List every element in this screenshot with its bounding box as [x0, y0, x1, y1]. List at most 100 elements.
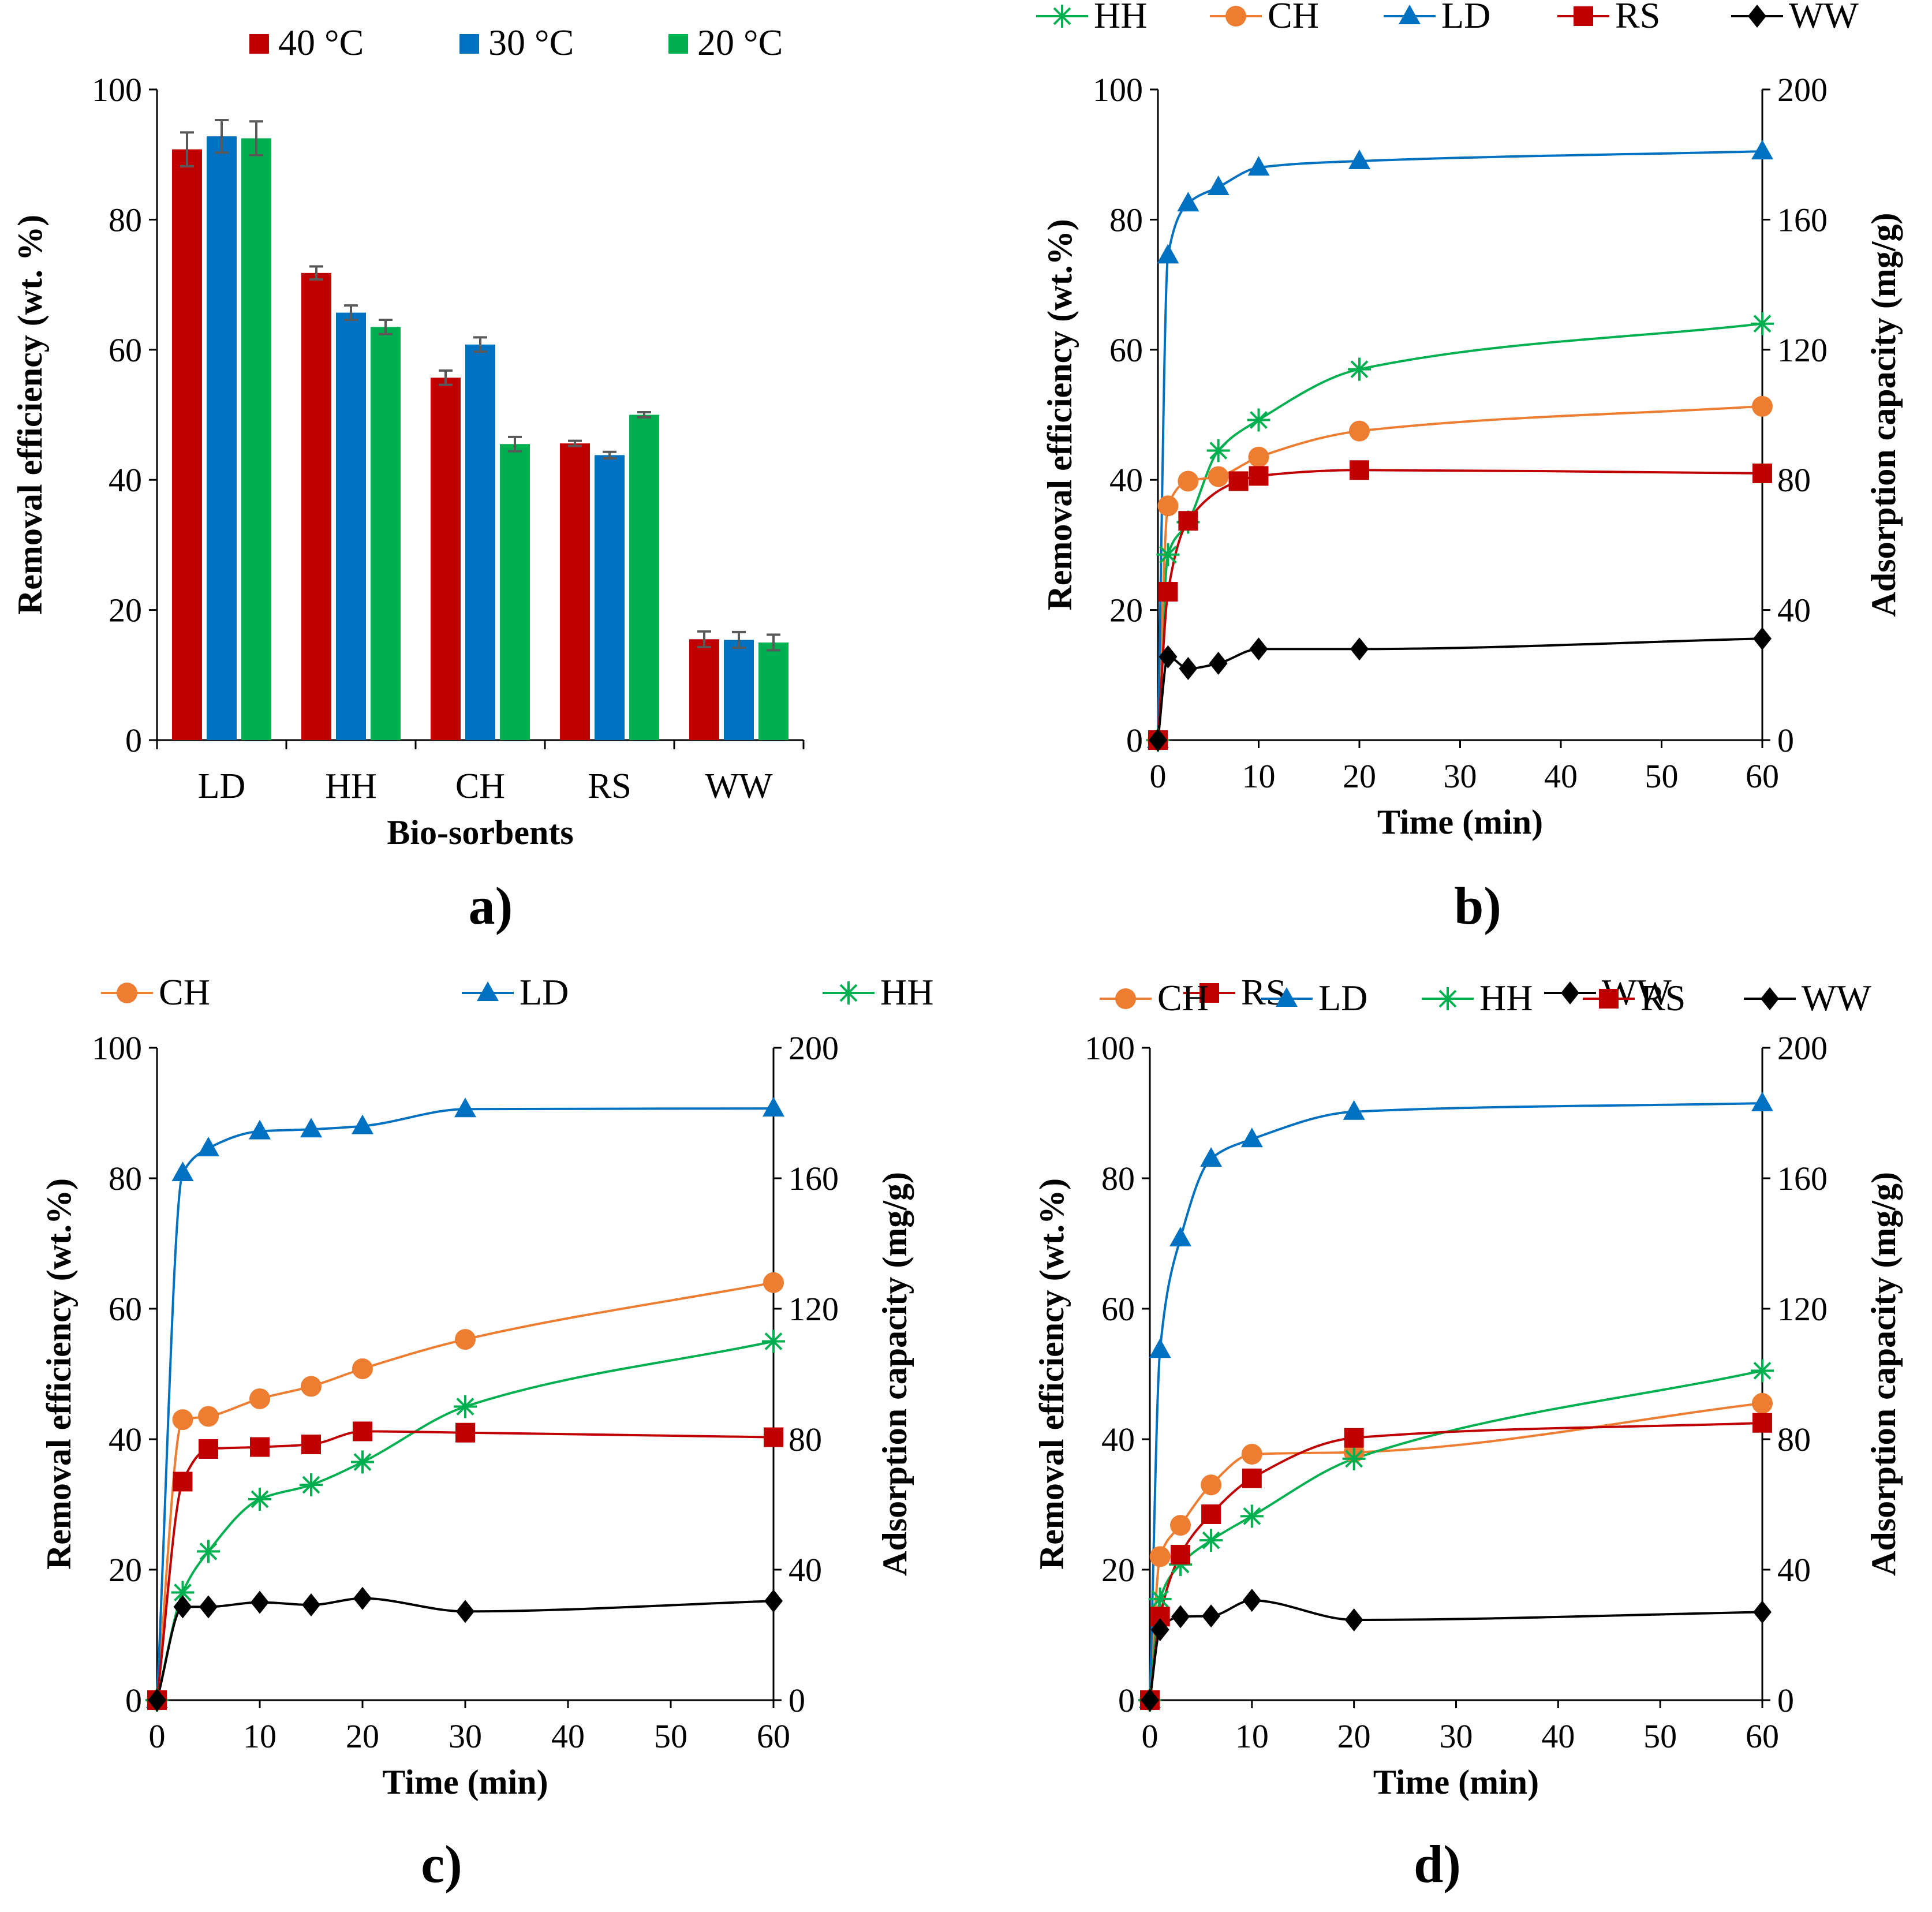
data-point-rs [1228, 471, 1249, 491]
y2-tick-label: 200 [1777, 1029, 1828, 1067]
series-line-ch [1157, 405, 1763, 741]
x-tick-label: 20 [346, 1717, 379, 1755]
x-axis-title: Time (min) [382, 1763, 548, 1801]
x-tick-label: 40 [1541, 1717, 1575, 1755]
legend-marker [117, 983, 137, 1003]
y2-axis-title: Adsorption capacity (mg/g) [1864, 213, 1903, 617]
data-point-rs [1201, 1504, 1221, 1524]
series-line-ld [156, 1107, 774, 1701]
data-point-ch [1241, 1443, 1262, 1465]
data-point-ch [1208, 466, 1229, 487]
y-tick-label: 40 [1101, 1421, 1135, 1458]
legend-swatch [668, 34, 688, 54]
data-point-rs [764, 1427, 783, 1447]
y2-tick-label: 80 [789, 1421, 822, 1458]
x-tick-label: 0 [1150, 757, 1167, 795]
data-point-ww [1159, 645, 1178, 669]
y-tick-label: 60 [109, 1290, 142, 1328]
data-point-ww [1242, 1589, 1261, 1612]
data-point-ld [352, 1114, 373, 1134]
data-point-ld [1177, 192, 1199, 212]
data-point-rs [353, 1421, 372, 1442]
data-point-ch [1752, 1392, 1773, 1414]
data-point-ld [1157, 244, 1179, 264]
bar [689, 639, 719, 740]
series-line-hh [1157, 322, 1763, 741]
data-point-rs [1752, 463, 1772, 483]
y-tick-label: 100 [1093, 71, 1143, 109]
y-tick-label: 60 [1101, 1290, 1135, 1328]
data-point-ch [249, 1388, 270, 1409]
x-tick-label: 40 [551, 1717, 585, 1755]
series-line-rs [156, 1430, 774, 1701]
x-tick-label: 60 [1746, 757, 1779, 795]
data-point-ld [1240, 1127, 1263, 1148]
data-point-hh [351, 1450, 374, 1474]
data-point-ld [1247, 156, 1270, 176]
data-point-rs [1158, 582, 1178, 602]
legend-marker [1115, 988, 1136, 1009]
x-tick-label: 40 [1544, 757, 1578, 795]
bar [336, 312, 366, 740]
y2-tick-label: 200 [789, 1029, 839, 1067]
y-tick-label: 80 [1109, 201, 1143, 238]
data-point-rs [1178, 511, 1198, 531]
y2-tick-label: 120 [789, 1290, 839, 1328]
bar [172, 149, 202, 741]
x-tick-label: 50 [1645, 757, 1679, 795]
data-point-rs [1344, 1428, 1364, 1448]
chart-panel-d: 0 20 40 60 80 100 0 40 80 120 160 200 0 10 20 30 40 50 60 T… [1033, 977, 1903, 1894]
y2-tick-label: 120 [1777, 331, 1828, 369]
legend-marker [1399, 5, 1421, 24]
legend-label: CH [1268, 0, 1319, 36]
y-axis-title: Removal efficiency (wt.%) [1041, 219, 1079, 610]
data-point-ww [456, 1600, 474, 1623]
legend-marker [1276, 987, 1298, 1007]
y-tick-label: 100 [92, 71, 142, 109]
legend-label: 30 °C [488, 22, 574, 63]
bar [371, 327, 401, 740]
data-point-ww [1249, 637, 1268, 661]
y-tick-label: 20 [1109, 592, 1143, 629]
data-point-rs [1752, 1413, 1772, 1433]
x-axis-title: Time (min) [1377, 803, 1543, 841]
legend-label: LD [1441, 0, 1490, 36]
panel-label: c) [421, 1835, 462, 1894]
data-point-ww [148, 1689, 166, 1712]
data-point-hh [1156, 543, 1180, 566]
data-point-ww [302, 1593, 320, 1617]
data-point-hh [1247, 408, 1270, 432]
y-axis-title: Removal efficiency (wt.%) [1033, 1178, 1071, 1570]
legend-marker [1225, 6, 1246, 27]
data-point-ch [352, 1358, 373, 1379]
data-point-ch [763, 1272, 784, 1293]
x-tick-label: 30 [1440, 1717, 1473, 1755]
y-tick-label: 80 [109, 1160, 142, 1197]
data-point-hh [1751, 312, 1774, 335]
data-point-ww [1141, 1689, 1159, 1712]
data-point-hh [454, 1395, 477, 1418]
data-point-rs [1242, 1468, 1262, 1488]
y-tick-label: 60 [109, 331, 142, 369]
x-tick-label: 20 [1337, 1717, 1371, 1755]
y2-axis-title: Adsorption capacity (mg/g) [876, 1172, 914, 1576]
legend-label: LD [1318, 977, 1367, 1018]
data-point-hh [248, 1487, 271, 1511]
data-point-ww [1149, 729, 1167, 752]
data-point-ch [1349, 420, 1370, 442]
data-point-rs [199, 1439, 218, 1459]
panel-label: d) [1414, 1835, 1461, 1894]
bar [465, 344, 495, 740]
data-point-ld [1751, 1092, 1773, 1112]
y-tick-label: 80 [1101, 1160, 1135, 1197]
y2-tick-label: 200 [1777, 71, 1828, 109]
data-point-rs [250, 1437, 270, 1457]
data-point-ld [300, 1118, 322, 1138]
legend-marker [1574, 6, 1593, 26]
bar [301, 272, 331, 741]
data-point-ld [1200, 1147, 1223, 1167]
legend-label: HH [880, 972, 933, 1013]
data-point-ld [763, 1097, 784, 1117]
x-tick-label: RS [588, 767, 631, 806]
